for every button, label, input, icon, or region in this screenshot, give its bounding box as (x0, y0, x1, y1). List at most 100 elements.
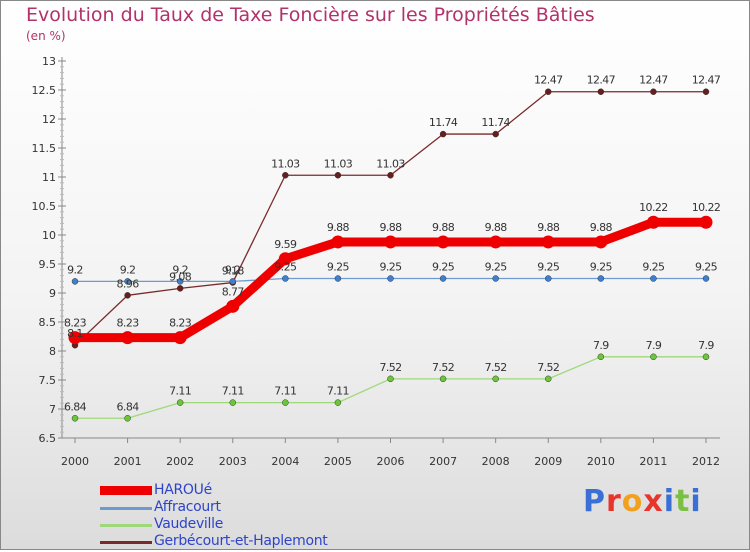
data-label: 7.52 (537, 361, 559, 374)
y-tick-label: 11.5 (32, 142, 57, 155)
y-tick-label: 7 (49, 403, 56, 416)
x-tick-label: 2001 (114, 455, 142, 468)
data-label: 11.03 (324, 157, 353, 170)
data-point (282, 399, 289, 406)
data-point (597, 275, 605, 282)
data-label: 7.9 (698, 339, 714, 352)
data-label: 9.25 (485, 261, 508, 274)
legend-swatch (100, 486, 152, 495)
data-label: 9.18 (222, 265, 245, 278)
y-tick-label: 12.5 (32, 84, 57, 97)
data-point (489, 235, 503, 249)
data-point (229, 278, 236, 285)
x-tick-label: 2010 (587, 455, 615, 468)
axes: 6.5 7 7.5 8 8.5 9 9.5 10 10.5 11 11.5 12 12.5 13 2000 2… (32, 55, 720, 468)
data-label: 12.47 (534, 74, 563, 87)
data-point (387, 375, 394, 383)
data-label: 9.88 (379, 221, 402, 234)
data-point (492, 375, 499, 383)
data-label: 12.47 (692, 74, 721, 87)
data-point (331, 235, 345, 249)
data-point (699, 215, 713, 229)
data-point (334, 399, 342, 406)
legend-label: Vaudeville (154, 516, 224, 532)
data-point (176, 278, 184, 285)
data-label: 6.84 (64, 400, 87, 413)
unit-label: (en %) (26, 29, 66, 43)
data-label: 9.25 (695, 261, 718, 274)
data-label: 9.88 (432, 221, 455, 234)
data-label: 9.08 (169, 270, 192, 283)
data-point (650, 353, 657, 361)
data-label: 9.88 (537, 221, 560, 234)
x-tick-label: 2003 (219, 455, 247, 468)
data-label: 9.25 (642, 261, 665, 274)
data-point (492, 275, 499, 282)
data-point (541, 235, 555, 249)
y-tick-label: 7.5 (39, 374, 57, 387)
legend-swatch (100, 541, 152, 544)
data-point (702, 275, 710, 282)
data-point (597, 88, 605, 95)
data-point (176, 285, 184, 292)
x-tick-label: 2011 (639, 455, 667, 468)
proxiti-logo: Proxiti (583, 484, 702, 519)
x-tick-label: 2006 (377, 455, 405, 468)
series-layer (68, 88, 713, 422)
legend-swatch (100, 524, 152, 527)
data-label: 8.96 (117, 277, 140, 290)
data-label: 9.2 (120, 263, 136, 276)
x-tick-label: 2000 (61, 455, 89, 468)
data-label: 9.2 (172, 263, 188, 276)
data-point (439, 375, 447, 383)
data-point (545, 375, 552, 383)
data-point (702, 353, 710, 361)
data-label: 9.25 (432, 261, 455, 274)
x-tick-label: 2004 (271, 455, 299, 468)
data-label: 9.88 (590, 221, 613, 234)
logo-letter: o (621, 484, 644, 519)
data-label: 8.23 (169, 317, 192, 330)
data-point (278, 252, 292, 266)
x-tick-label: 2005 (324, 455, 352, 468)
data-label: 7.52 (485, 361, 507, 374)
x-tick-label: 2002 (166, 455, 194, 468)
data-point (650, 88, 657, 95)
data-label: 9.2 (67, 263, 83, 276)
data-labels: 8.1 8.96 9.08 9.18 11.03 11.03 11.03 11.74 11.74… (64, 74, 721, 414)
data-point (492, 130, 499, 138)
data-point (387, 172, 394, 179)
data-label: 8.1 (67, 327, 83, 340)
data-label: 9.25 (379, 261, 402, 274)
data-point (439, 130, 447, 138)
data-label: 11.03 (271, 157, 300, 170)
x-tick-label: 2012 (692, 455, 720, 468)
data-point (282, 172, 289, 179)
legend-label: Affracourt (154, 499, 221, 515)
data-point (173, 331, 187, 345)
y-tick-label: 8 (49, 345, 56, 358)
data-point (594, 235, 608, 249)
data-point (229, 399, 236, 406)
data-point (436, 235, 450, 249)
y-tick-label: 9.5 (39, 258, 57, 271)
data-point (387, 275, 394, 282)
data-point (282, 275, 289, 282)
y-tick-label: 12 (42, 113, 56, 126)
data-label: 9.88 (485, 221, 508, 234)
logo-letter: x (643, 484, 664, 519)
data-label: 8.23 (64, 317, 87, 330)
data-label: 9.59 (274, 238, 297, 251)
data-label: 8.77 (222, 285, 245, 298)
data-label: 7.9 (646, 339, 662, 352)
data-label: 7.52 (379, 361, 401, 374)
data-label: 7.11 (222, 385, 244, 398)
y-tick-label: 10.5 (32, 200, 57, 213)
data-point (176, 399, 184, 406)
chart-title: Evolution du Taux de Taxe Foncière sur l… (26, 4, 595, 26)
data-label: 9.25 (537, 261, 560, 274)
y-tick-label: 9 (49, 287, 56, 300)
logo-letter: r (606, 484, 622, 519)
data-point (334, 172, 342, 179)
